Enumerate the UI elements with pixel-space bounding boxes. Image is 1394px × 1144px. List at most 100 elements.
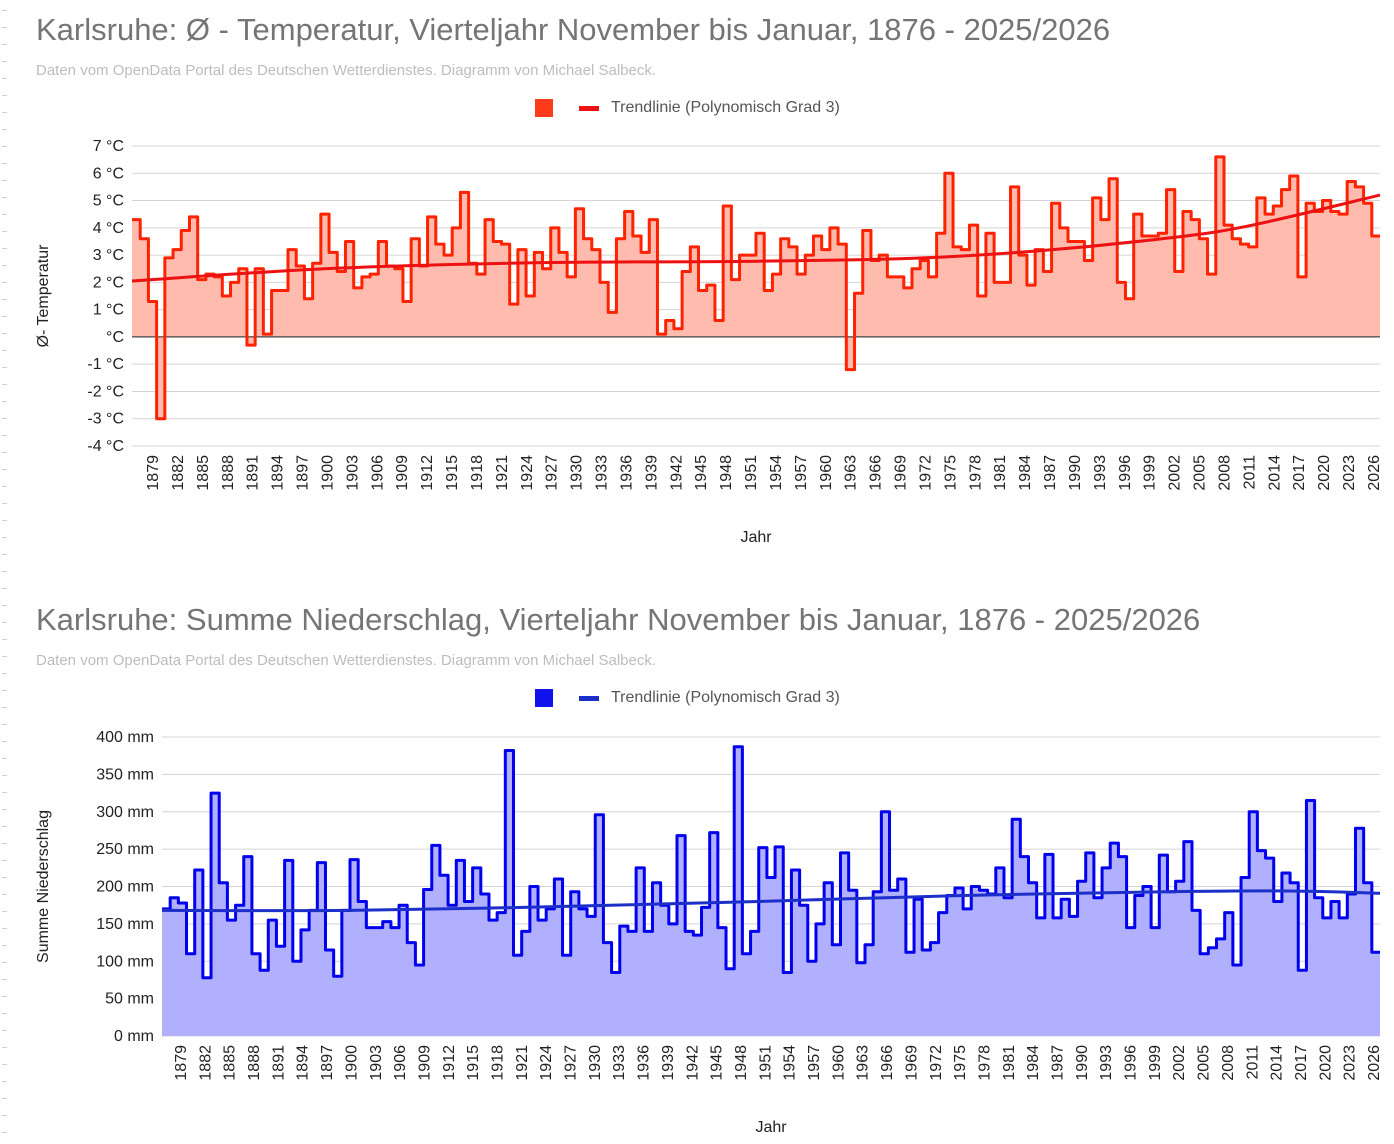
y-tick-label: 300 mm bbox=[96, 804, 154, 821]
y-axis-title: Ø- Temperatur bbox=[35, 244, 52, 348]
x-tick-label: 1948 bbox=[718, 455, 735, 491]
x-tick-label: 1957 bbox=[793, 455, 810, 491]
x-tick-label: 1960 bbox=[830, 1045, 847, 1081]
margin-dot bbox=[2, 894, 7, 895]
margin-dot bbox=[2, 843, 7, 844]
x-tick-label: 2014 bbox=[1266, 455, 1283, 491]
x-tick-label: 1933 bbox=[611, 1045, 628, 1081]
precipitation-chart-panel: Karlsruhe: Summe Niederschlag, Viertelja… bbox=[0, 590, 1394, 1144]
x-tick-label: 1924 bbox=[538, 1045, 555, 1081]
legend-trend-line bbox=[579, 105, 599, 111]
x-tick-label: 1993 bbox=[1092, 455, 1109, 491]
x-axis-title: Jahr bbox=[755, 1119, 787, 1136]
margin-dot bbox=[2, 418, 7, 419]
x-tick-label: 2017 bbox=[1291, 455, 1308, 491]
y-tick-label: 1 °C bbox=[93, 302, 124, 319]
margin-dot bbox=[2, 979, 7, 980]
x-tick-label: 2008 bbox=[1220, 1045, 1237, 1081]
x-tick-label: 1933 bbox=[594, 455, 611, 491]
margin-dot bbox=[2, 877, 7, 878]
margin-dot bbox=[2, 724, 7, 725]
x-tick-label: 1999 bbox=[1142, 455, 1159, 491]
margin-dot bbox=[2, 775, 7, 776]
margin-dot bbox=[2, 282, 7, 283]
legend-trend-label: Trendlinie (Polynomisch Grad 3) bbox=[611, 99, 840, 116]
x-tick-label: 1972 bbox=[928, 1045, 945, 1081]
legend-series-swatch bbox=[535, 99, 553, 117]
margin-dot bbox=[2, 1132, 7, 1133]
x-tick-label: 1990 bbox=[1074, 1045, 1091, 1081]
precipitation-plot: 400 mm 350 mm 300 mm 250 mm 200 mm 150 mm 100 … bbox=[35, 729, 1383, 1136]
x-tick-label: 1906 bbox=[392, 1045, 409, 1081]
margin-dot bbox=[2, 673, 7, 674]
x-tick-label: 1984 bbox=[1025, 1045, 1042, 1081]
margin-dot bbox=[2, 741, 7, 742]
margin-dot bbox=[2, 197, 7, 198]
x-tick-label: 2020 bbox=[1316, 455, 1333, 491]
x-tick-label: 1915 bbox=[444, 455, 461, 491]
margin-dot bbox=[2, 928, 7, 929]
margin-dot bbox=[2, 401, 7, 402]
legend-trend-label: Trendlinie (Polynomisch Grad 3) bbox=[611, 689, 840, 706]
temperature-plot: 7 °C 6 °C 5 °C 4 °C 3 °C 2 °C 1 °C °C -1 °C -2 °C… bbox=[35, 138, 1383, 546]
legend-trend-line bbox=[579, 695, 599, 701]
x-tick-label: 1990 bbox=[1067, 455, 1084, 491]
margin-dot bbox=[2, 112, 7, 113]
margin-dot bbox=[2, 1013, 7, 1014]
x-tick-label: 1894 bbox=[270, 455, 287, 491]
x-tick-label: 2026 bbox=[1366, 455, 1383, 491]
y-tick-label: -2 °C bbox=[87, 383, 124, 400]
y-tick-label: 2 °C bbox=[93, 274, 124, 291]
x-tick-label: 1963 bbox=[855, 1045, 872, 1081]
x-tick-label: 1942 bbox=[684, 1045, 701, 1081]
x-tick-label: 1981 bbox=[1001, 1045, 1018, 1081]
x-tick-label: 1972 bbox=[917, 455, 934, 491]
margin-dot bbox=[2, 384, 7, 385]
x-tick-label: 1954 bbox=[768, 455, 785, 491]
y-tick-label: 150 mm bbox=[96, 916, 154, 933]
x-tick-label: 2005 bbox=[1192, 455, 1209, 491]
x-tick-label: 1999 bbox=[1147, 1045, 1164, 1081]
x-tick-label: 1966 bbox=[879, 1045, 896, 1081]
margin-dot bbox=[2, 10, 7, 11]
series-area bbox=[162, 746, 1380, 1036]
x-tick-label: 1885 bbox=[222, 1045, 239, 1081]
x-tick-label: 1882 bbox=[197, 1045, 214, 1081]
x-tick-label: 1882 bbox=[170, 455, 187, 491]
x-tick-label: 1939 bbox=[660, 1045, 677, 1081]
x-axis-title: Jahr bbox=[740, 529, 772, 546]
margin-dots bbox=[2, 10, 7, 1133]
series-line bbox=[132, 155, 1380, 421]
margin-dot bbox=[2, 435, 7, 436]
y-tick-label: -4 °C bbox=[87, 438, 124, 455]
margin-dot bbox=[2, 129, 7, 130]
x-tick-label: 1918 bbox=[490, 1045, 507, 1081]
x-tick-label: 1975 bbox=[942, 455, 959, 491]
x-tick-label: 1984 bbox=[1017, 455, 1034, 491]
chart-subtitle: Daten vom OpenData Portal des Deutschen … bbox=[36, 652, 657, 669]
x-tick-label: 1888 bbox=[246, 1045, 263, 1081]
margin-dot bbox=[2, 44, 7, 45]
y-axis-title: Summe Niederschlag bbox=[35, 810, 52, 963]
margin-dot bbox=[2, 639, 7, 640]
x-tick-label: 1957 bbox=[806, 1045, 823, 1081]
x-tick-label: 2023 bbox=[1341, 455, 1358, 491]
margin-dot bbox=[2, 809, 7, 810]
x-tick-label: 1987 bbox=[1042, 455, 1059, 491]
x-tick-label: 1942 bbox=[668, 455, 685, 491]
x-tick-label: 1909 bbox=[394, 455, 411, 491]
margin-dot bbox=[2, 78, 7, 79]
x-tick-label: 1987 bbox=[1049, 1045, 1066, 1081]
margin-dot bbox=[2, 350, 7, 351]
x-tick-label: 1945 bbox=[693, 455, 710, 491]
margin-dot bbox=[2, 520, 7, 521]
y-tick-label: 6 °C bbox=[93, 165, 124, 182]
x-tick-label: 1909 bbox=[416, 1045, 433, 1081]
margin-dot bbox=[2, 367, 7, 368]
y-tick-label: 7 °C bbox=[93, 138, 124, 155]
margin-dot bbox=[2, 656, 7, 657]
x-tick-label: 2014 bbox=[1269, 1045, 1286, 1081]
x-tick-label: 1897 bbox=[319, 1045, 336, 1081]
x-tick-label: 1930 bbox=[587, 1045, 604, 1081]
margin-dot bbox=[2, 826, 7, 827]
